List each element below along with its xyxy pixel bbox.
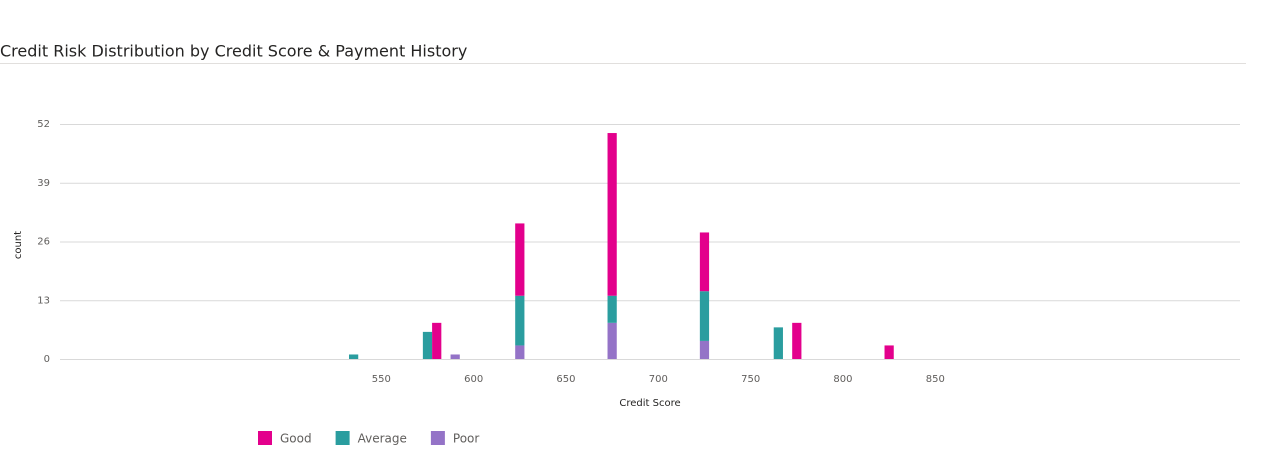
bar-segment [348,354,359,359]
x-tick-label: 600 [464,374,483,385]
bar-segment [699,340,710,359]
chart-title: Credit Risk Distribution by Credit Score… [0,42,467,61]
legend-swatch [430,431,445,445]
legend-label: Average [358,432,407,446]
bar-segment [773,327,783,359]
y-axis-label: count [13,231,24,259]
y-tick-label: 13 [37,295,50,306]
bar-segment [607,322,617,359]
bar-segment [422,331,433,359]
legend-label: Good [280,432,312,446]
x-axis-label: Credit Score [619,398,680,409]
x-tick-label: 750 [741,374,760,385]
bar-segment [450,354,460,359]
bar-segment [432,322,442,359]
x-tick-label: 850 [926,374,945,385]
bar-segment [515,295,525,346]
y-tick-label: 26 [37,237,50,248]
y-tick-label: 39 [37,178,50,189]
x-tick-label: 800 [833,374,852,385]
bar-segment [699,291,710,341]
x-tick-label: 650 [556,374,575,385]
bar-segment [884,345,894,359]
bar-segment [607,133,617,296]
bar-segment [515,223,525,296]
x-tick-label: 700 [649,374,668,385]
y-tick-label: 0 [44,354,50,365]
bar-segment [699,232,710,292]
legend-swatch [258,431,272,445]
bar-segment [792,322,802,359]
legend-label: Poor [453,432,479,446]
legend-swatch [335,431,350,445]
y-tick-label: 52 [37,119,50,130]
bar-segment [515,345,525,359]
bar-segment [607,295,617,323]
x-tick-label: 550 [372,374,391,385]
